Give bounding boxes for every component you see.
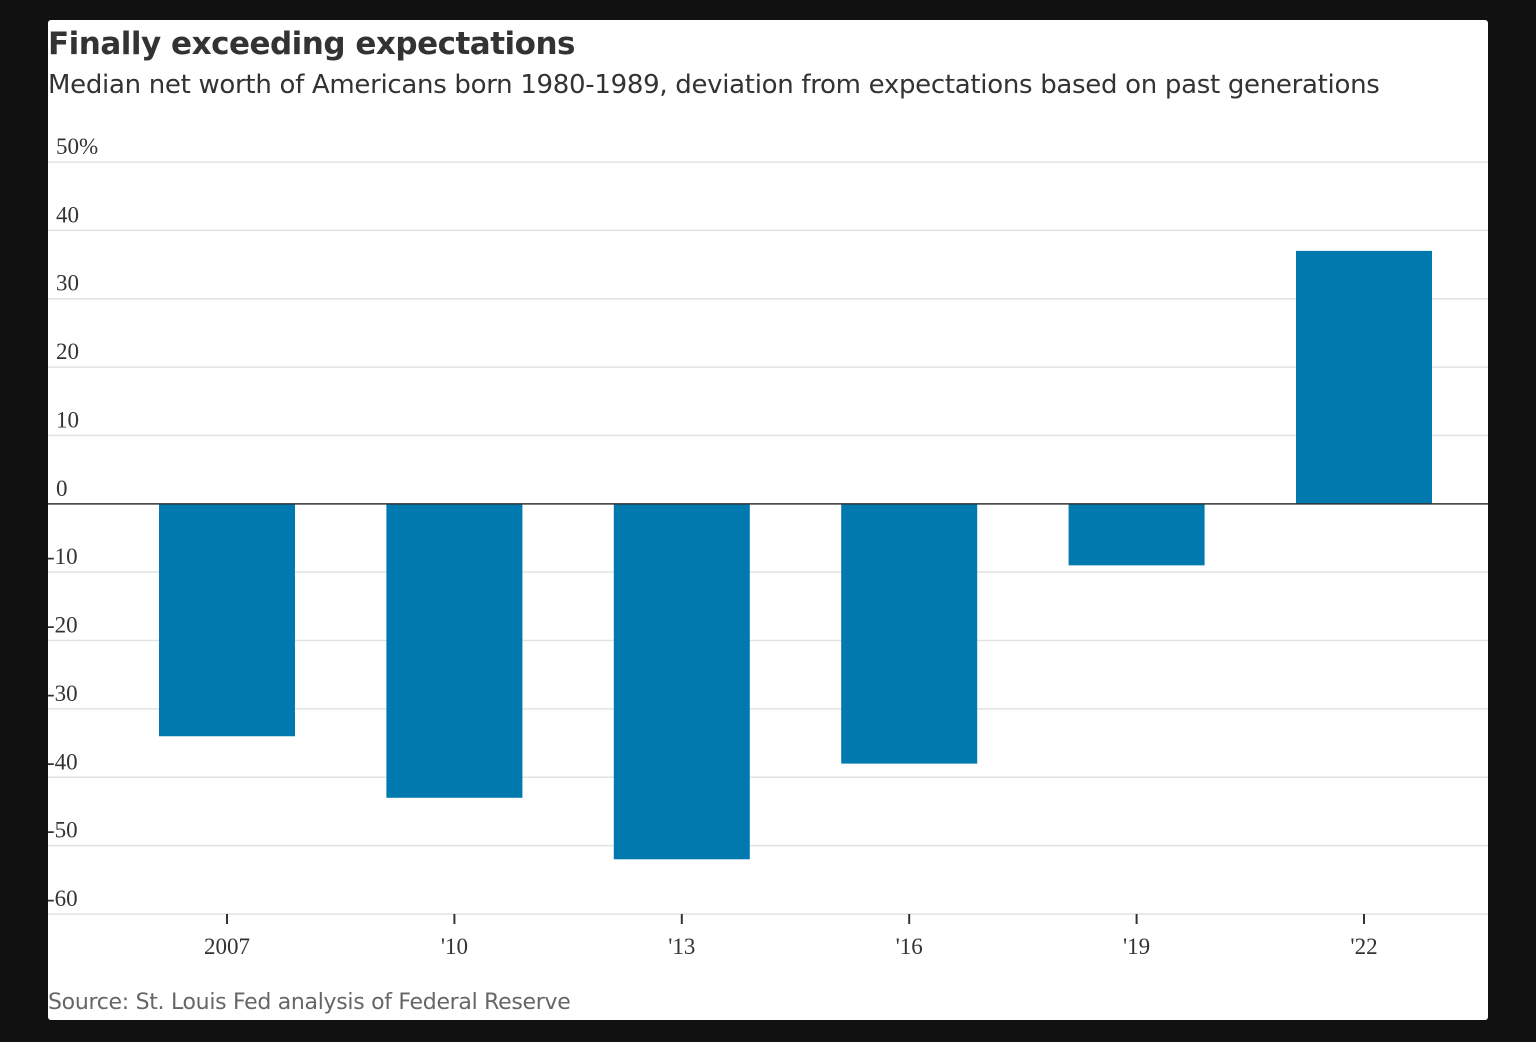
source-note: Source: St. Louis Fed analysis of Federa… <box>48 990 571 1015</box>
y-tick-label: 30 <box>56 271 79 296</box>
bar-10 <box>386 503 523 798</box>
y-tick-label: -20 <box>47 613 78 638</box>
bar-13 <box>613 503 750 860</box>
y-tick-label: -30 <box>47 681 78 706</box>
y-tick-label: 50% <box>56 134 98 159</box>
bar-19 <box>1068 503 1205 566</box>
bar-2007 <box>159 503 295 737</box>
y-tick-label: 40 <box>56 202 79 227</box>
y-tick-label: 20 <box>56 339 79 364</box>
bar-16 <box>841 503 978 764</box>
x-tick-label: '22 <box>1350 934 1377 959</box>
y-tick-label: -40 <box>47 749 78 774</box>
y-tick-label: 10 <box>56 407 79 432</box>
y-tick-label: 0 <box>56 476 68 501</box>
x-tick-label: '13 <box>668 934 695 959</box>
chart-title: Finally exceeding expectations <box>48 26 575 62</box>
x-tick-label: '16 <box>896 934 923 959</box>
x-tick-label: 2007 <box>204 934 250 959</box>
bar-22 <box>1296 250 1432 504</box>
x-tick-label: '19 <box>1123 934 1150 959</box>
y-tick-label: -60 <box>47 886 78 911</box>
y-tick-label: -10 <box>47 544 78 569</box>
x-tick-label: '10 <box>441 934 468 959</box>
chart-subtitle: Median net worth of Americans born 1980-… <box>48 70 1380 100</box>
y-tick-label: -50 <box>47 818 78 843</box>
